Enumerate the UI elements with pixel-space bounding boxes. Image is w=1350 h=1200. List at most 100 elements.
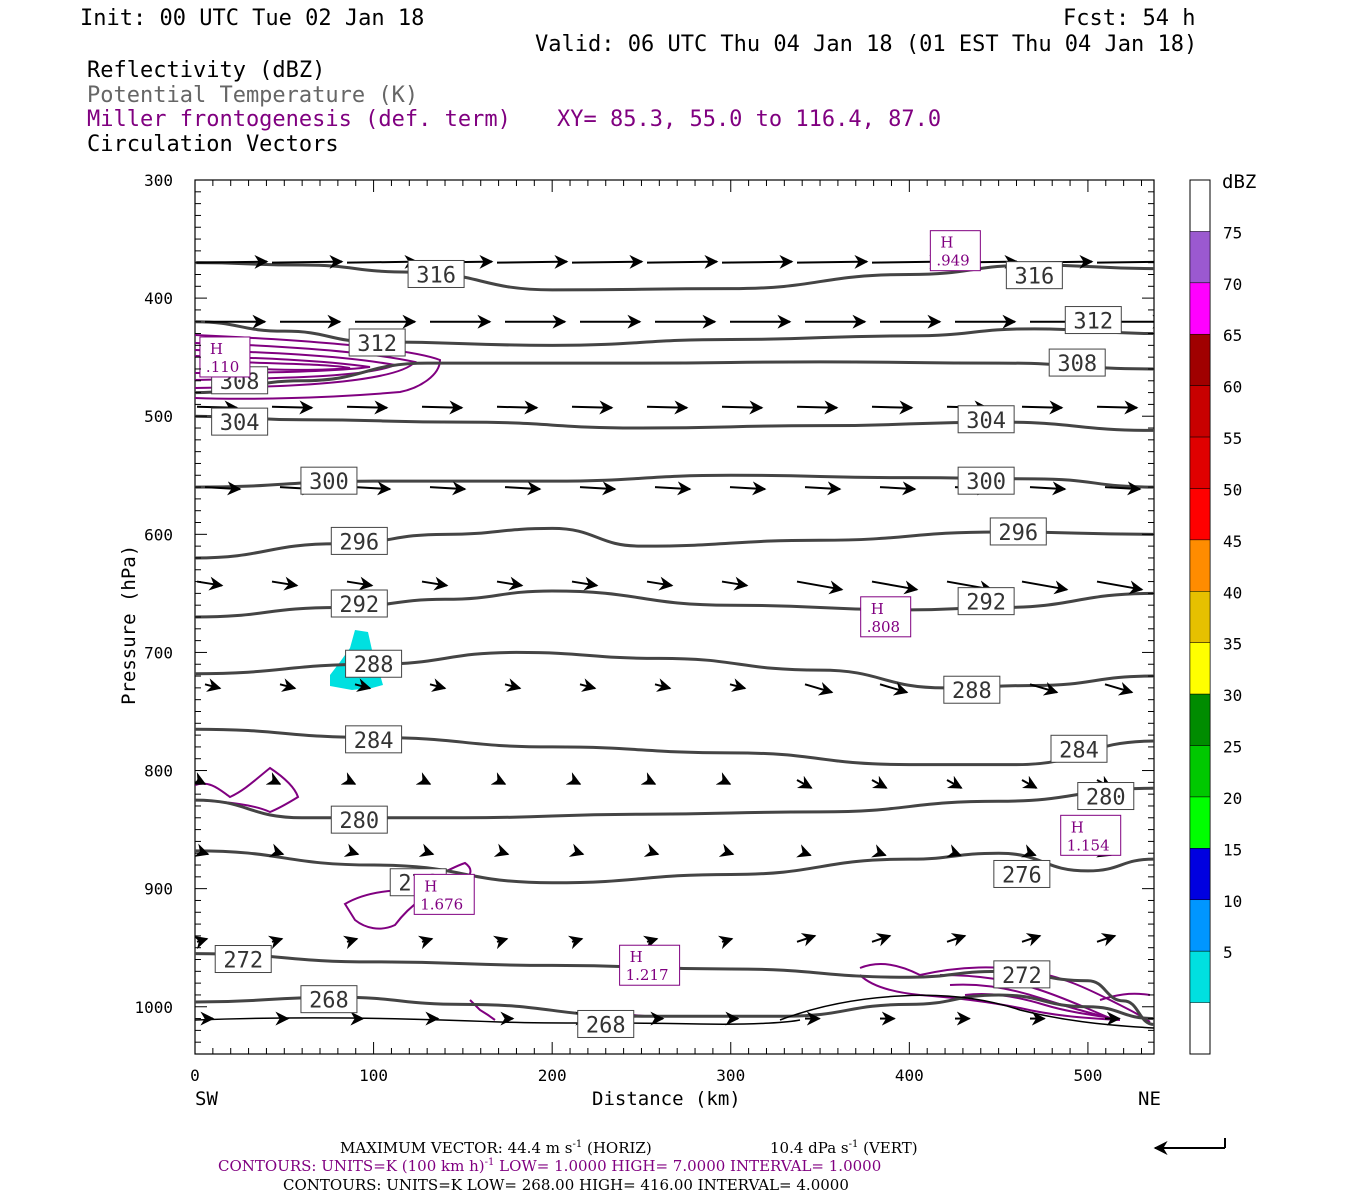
- theta-label-box: [957, 587, 1015, 616]
- colorbar-level-label: 40: [1223, 583, 1242, 602]
- colorbar-level-label: 50: [1223, 480, 1242, 499]
- colorbar-level-label: 35: [1223, 635, 1242, 654]
- y-tick-label: 500: [144, 407, 173, 426]
- theta-label: 280: [339, 809, 379, 834]
- theta-label: 296: [998, 521, 1038, 546]
- x-tick-label: 0: [190, 1066, 200, 1085]
- circulation-vector: [195, 935, 209, 950]
- max-vector-text: MAXIMUM VECTOR: 44.4 m s-1 (HORIZ) 10.4 d…: [340, 1139, 918, 1157]
- circulation-vector: [879, 481, 917, 496]
- circulation-vector: [579, 481, 617, 496]
- colorbar-level-label: 45: [1223, 532, 1242, 551]
- x-end-label-ne: NE: [1138, 1088, 1161, 1110]
- circulation-vector: [267, 935, 284, 950]
- circulation-vector: [729, 481, 767, 496]
- circulation-vector: [354, 678, 372, 692]
- colorbar-swatch: [1189, 488, 1211, 541]
- theta-label-box: [330, 526, 388, 555]
- colorbar-swatch: [1189, 642, 1211, 695]
- circulation-vector: [1021, 844, 1037, 858]
- fronto-contour: [195, 766, 300, 814]
- theta-label-box: [1050, 734, 1108, 763]
- fronto-max-marker: H: [210, 340, 223, 358]
- circulation-vector: [1021, 775, 1038, 789]
- theta-label: 268: [309, 989, 349, 1014]
- y-tick-label: 400: [144, 289, 173, 308]
- colorbar-swatch: [1189, 385, 1211, 438]
- circulation-vector: [496, 254, 569, 269]
- field-theta: Potential Temperature (K): [87, 83, 418, 108]
- theta-label: 300: [966, 470, 1006, 495]
- circulation-vector: [343, 843, 360, 857]
- fronto-contour: [1099, 992, 1151, 1001]
- fronto-contour: [239, 361, 351, 371]
- circulation-vector: [721, 400, 764, 415]
- circulation-vector: [871, 844, 887, 858]
- colorbar-swatch: [1189, 745, 1211, 798]
- colorbar-unit: dBZ: [1222, 171, 1256, 193]
- fronto-max-value: .949: [936, 252, 969, 270]
- theta-label: 304: [966, 409, 1006, 434]
- circulation-vector: [642, 935, 659, 950]
- circulation-vector: [571, 400, 614, 415]
- theta-label-box: [330, 589, 388, 618]
- circulation-vector: [429, 481, 467, 496]
- circulation-vector: [271, 400, 314, 415]
- theta-contour-312: [195, 320, 1154, 347]
- y-tick-label: 700: [144, 643, 173, 662]
- circulation-vector: [271, 576, 299, 591]
- circulation-vector: [421, 576, 449, 591]
- circulation-vector: [415, 772, 432, 785]
- fronto-max-marker: H: [871, 600, 884, 618]
- theta-label: 280: [1086, 786, 1126, 811]
- circulation-vector: [195, 843, 210, 857]
- theta-label: 300: [309, 470, 349, 495]
- theta-label-box: [211, 407, 269, 436]
- circulation-vector: [643, 843, 660, 857]
- fronto-contour-info: CONTOURS: UNITS=K (100 km h)-1 LOW= 1.00…: [218, 1157, 881, 1175]
- y-tick-label: 800: [144, 762, 173, 781]
- colorbar-swatch: [1189, 848, 1211, 901]
- theta-label: 276: [1002, 863, 1042, 888]
- circulation-vector: [265, 772, 282, 785]
- colorbar-swatch: [1189, 231, 1211, 284]
- theta-label-box: [577, 1009, 635, 1038]
- circulation-vector: [496, 400, 539, 415]
- fronto-max-box: [619, 944, 681, 986]
- circulation-vector: [796, 844, 812, 858]
- circulation-vector: [796, 254, 869, 269]
- circulation-vector: [565, 772, 582, 785]
- lowest-level-line: [195, 1017, 801, 1025]
- lowest-level-lines: [195, 994, 1154, 1029]
- circulation-vector: [1021, 933, 1042, 947]
- circulation-vector: [796, 775, 813, 789]
- colorbar-level-label: 75: [1223, 223, 1242, 242]
- circulation-vector: [1029, 481, 1067, 496]
- circulation-vector: [492, 935, 509, 950]
- circulation-vector: [796, 580, 844, 595]
- circulation-vector: [804, 481, 842, 496]
- circulation-vector: [417, 935, 434, 950]
- theta-label-box: [943, 675, 1001, 704]
- theta-label: 292: [339, 593, 379, 618]
- circulation-vector: [804, 682, 834, 696]
- circulation-vector: [279, 678, 297, 692]
- colorbar-swatch: [1189, 333, 1211, 386]
- circulation-vector: [204, 481, 242, 496]
- x-tick-label: 300: [716, 1066, 745, 1085]
- theta-label-box: [330, 805, 388, 834]
- colorbar-swatch: [1189, 282, 1211, 335]
- circulation-vector: [721, 254, 794, 269]
- circulation-vector: [729, 678, 747, 692]
- circulation-vector: [646, 576, 674, 591]
- theta-contour-info: CONTOURS: UNITS=K LOW= 268.00 HIGH= 416.…: [283, 1176, 849, 1194]
- y-tick-label: 900: [144, 880, 173, 899]
- colorbar-level-label: 15: [1223, 840, 1242, 859]
- circulation-vector: [721, 576, 749, 591]
- theta-contour-300: [195, 473, 1154, 489]
- circulation-vector: [871, 400, 914, 415]
- theta-label-box: [989, 517, 1047, 546]
